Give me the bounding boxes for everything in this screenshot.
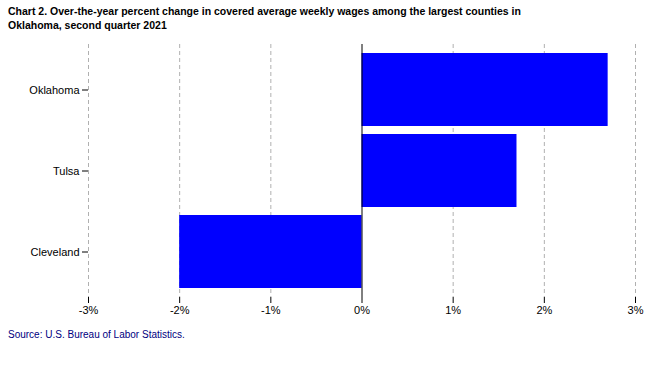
svg-text:-2%: -2% — [170, 304, 190, 316]
html-text:Chart 2. Over-the-year percent: Chart 2. Over-the-year percent change in… — [8, 5, 521, 17]
svg-text:Oklahoma: Oklahoma — [29, 84, 80, 96]
svg-text:-3%: -3% — [79, 304, 99, 316]
svg-text:Tulsa: Tulsa — [53, 165, 80, 177]
svg-text:-1%: -1% — [261, 304, 281, 316]
svg-text:1%: 1% — [445, 304, 461, 316]
svg-text:2%: 2% — [536, 304, 552, 316]
svg-text:0%: 0% — [354, 304, 370, 316]
html-text:Source: U.S. Bureau of Labor S: Source: U.S. Bureau of Labor Statistics. — [8, 329, 185, 340]
svg-text:3%: 3% — [628, 304, 644, 316]
html-text:Oklahoma, second quarter 2021: Oklahoma, second quarter 2021 — [8, 19, 167, 31]
svg-text:Cleveland: Cleveland — [31, 246, 80, 258]
